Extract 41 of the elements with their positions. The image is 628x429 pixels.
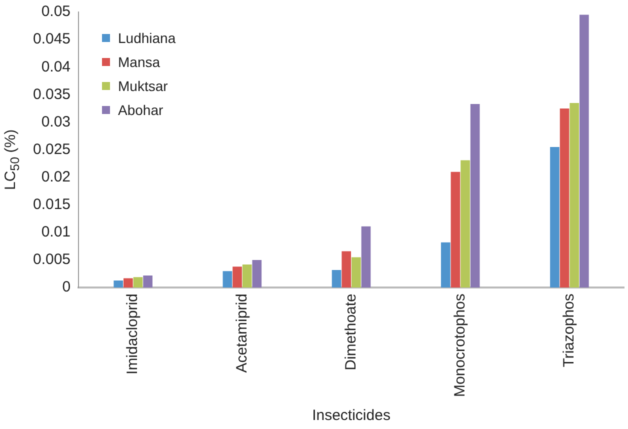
- legend-label: Mansa: [118, 54, 160, 70]
- y-tick-label: 0.015: [32, 196, 71, 214]
- y-tick-label: 0.01: [41, 224, 71, 241]
- x-tick-label: Dimethoate: [342, 294, 360, 370]
- y-tick-label: 0.025: [32, 140, 71, 158]
- y-tick-label: 0.02: [41, 168, 71, 186]
- bar: [550, 147, 560, 288]
- legend-label: Ludhiana: [118, 30, 176, 46]
- bar: [342, 251, 352, 288]
- bar: [361, 226, 371, 288]
- x-tick-label: Acetamiprid: [233, 294, 250, 373]
- x-tick-label: Imidacloprid: [124, 294, 142, 374]
- legend-label: Abohar: [118, 102, 164, 118]
- y-tick-label: 0.05: [41, 3, 71, 20]
- bar: [470, 104, 480, 288]
- y-tick-label: 0.035: [32, 86, 71, 103]
- y-tick-label: 0.005: [32, 251, 71, 268]
- bar: [580, 14, 589, 288]
- legend-label: Muktsar: [118, 78, 168, 94]
- bar: [252, 260, 262, 288]
- x-tick-label: Monocrotophos: [452, 294, 468, 398]
- bar: [352, 257, 361, 288]
- bar: [242, 264, 252, 288]
- y-tick-label: 0.03: [41, 113, 71, 130]
- bar: [560, 108, 570, 288]
- x-axis-title: Insecticides: [312, 407, 390, 424]
- bar: [124, 278, 133, 288]
- y-tick-label: 0: [62, 278, 71, 296]
- y-tick-label: 0.04: [41, 58, 71, 76]
- bar: [232, 266, 242, 288]
- bar: [450, 172, 460, 288]
- bar: [332, 270, 342, 288]
- x-tick-label: Triazophos: [560, 294, 578, 368]
- bar: [222, 271, 232, 288]
- bar: [440, 242, 450, 288]
- bar: [460, 160, 470, 288]
- bar: [133, 277, 143, 288]
- bar: [143, 275, 152, 288]
- y-tick-label: 0.045: [32, 30, 71, 48]
- bar: [114, 280, 124, 288]
- bar: [570, 102, 580, 288]
